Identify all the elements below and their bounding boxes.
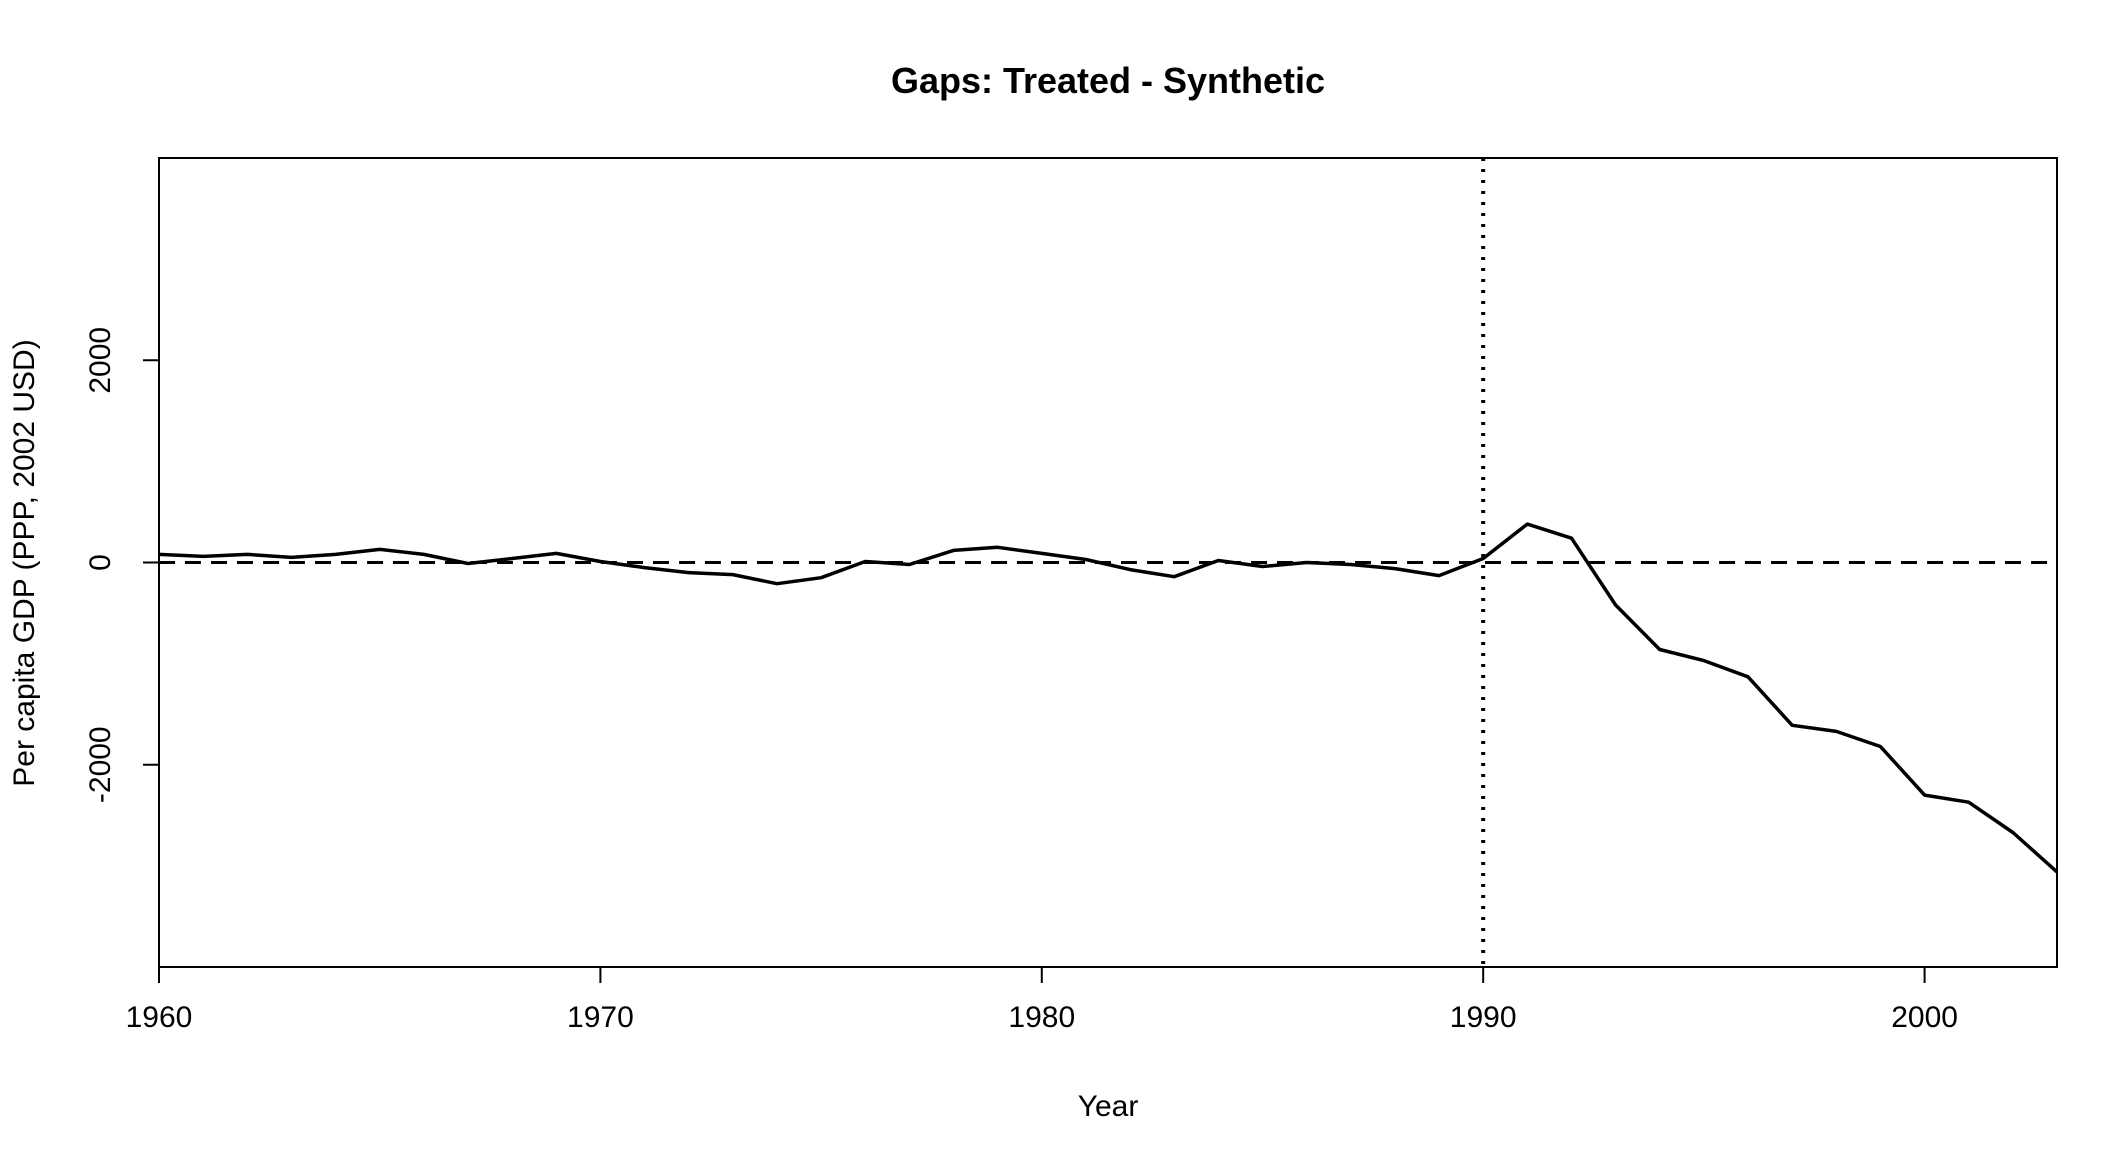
y-tick-label: 0 bbox=[84, 554, 117, 571]
chart-title: Gaps: Treated - Synthetic bbox=[891, 60, 1325, 101]
x-tick-label: 2000 bbox=[1891, 1001, 1958, 1034]
x-tick-label: 1960 bbox=[126, 1001, 193, 1034]
y-tick-label: 2000 bbox=[84, 327, 117, 394]
gap-series-line bbox=[158, 522, 2059, 874]
plot-area bbox=[158, 157, 2059, 968]
x-tick-label: 1990 bbox=[1450, 1001, 1517, 1034]
y-axis: -2000 0 2000 bbox=[84, 327, 160, 803]
y-axis-label: Per capita GDP (PPP, 2002 USD) bbox=[8, 339, 41, 786]
x-axis: 1960 1970 1980 1990 2000 bbox=[126, 966, 1958, 1034]
x-tick-label: 1980 bbox=[1008, 1001, 1075, 1034]
x-tick-label: 1970 bbox=[567, 1001, 634, 1034]
x-axis-label: Year bbox=[1078, 1090, 1139, 1123]
y-tick-label: -2000 bbox=[84, 726, 117, 803]
reference-lines bbox=[159, 158, 2057, 967]
series-group bbox=[158, 522, 2059, 874]
